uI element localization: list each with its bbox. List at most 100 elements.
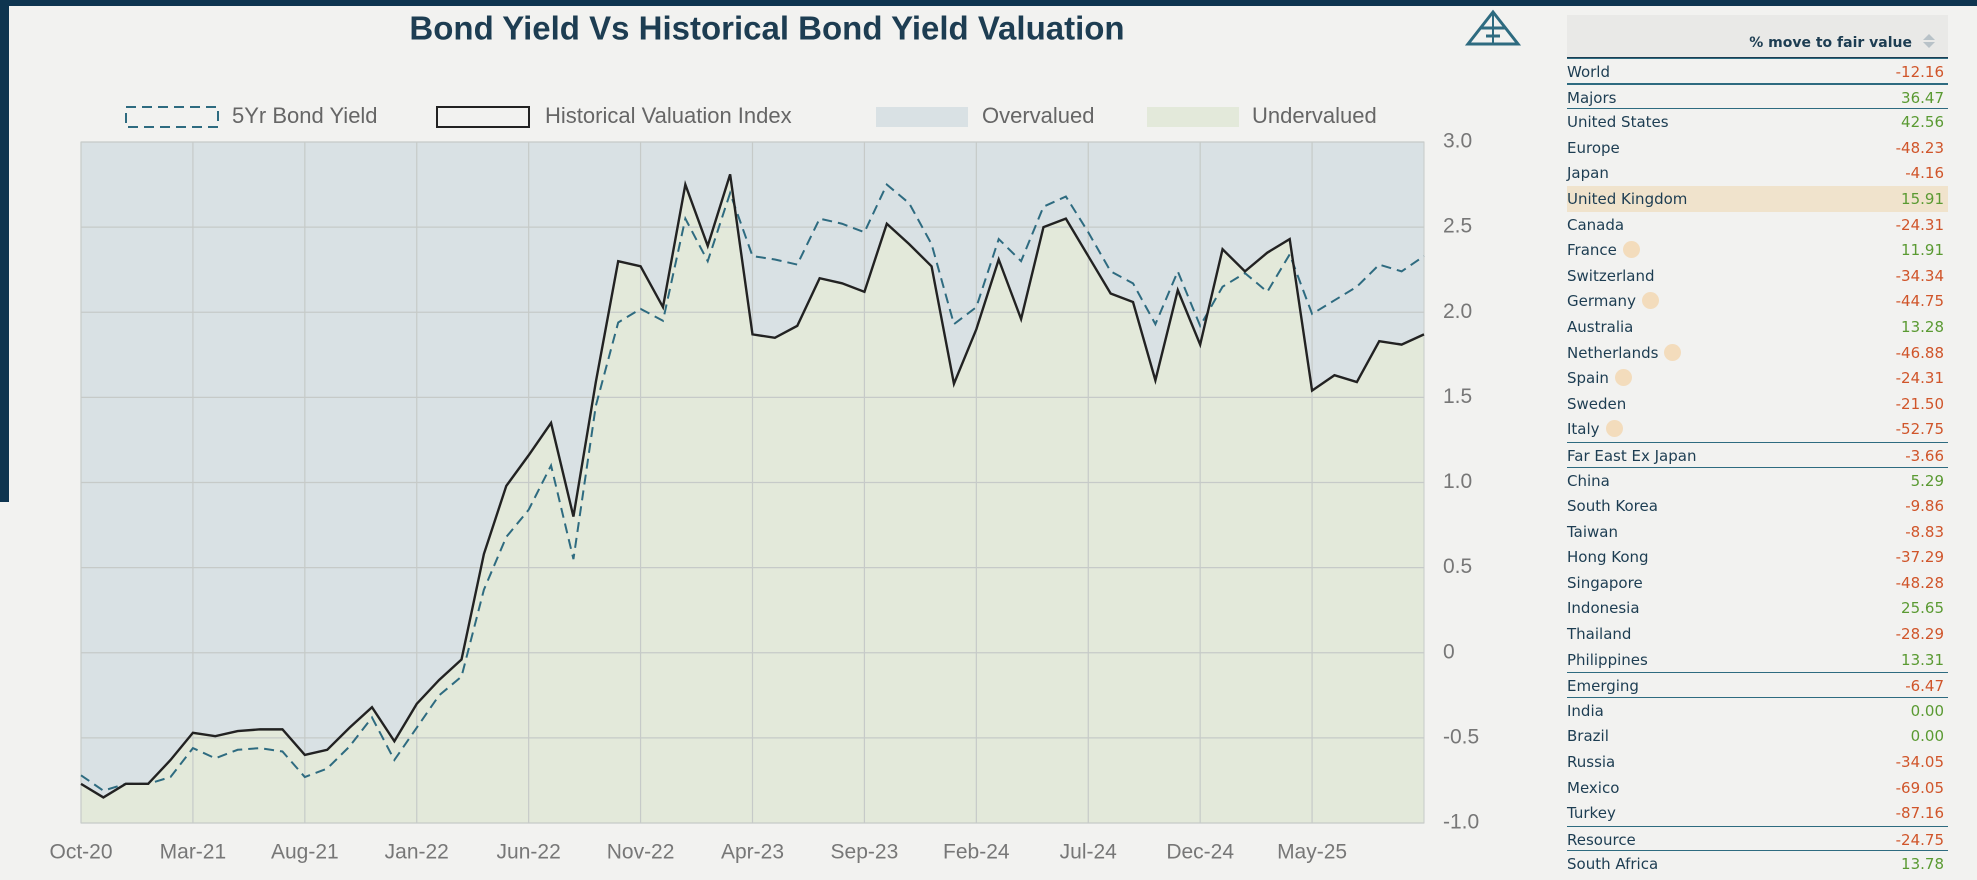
row-label-cell: Switzerland [1567, 267, 1655, 285]
table-row[interactable]: Turkey -87.16 [1567, 800, 1948, 826]
table-row[interactable]: Singapore -48.28 [1567, 570, 1948, 596]
row-value: -48.28 [1895, 573, 1944, 592]
row-value: -28.29 [1895, 625, 1944, 644]
legend-label: 5Yr Bond Yield [232, 103, 378, 128]
row-label: Resource [1567, 830, 1636, 849]
sort-icon[interactable] [1922, 34, 1936, 50]
y-tick-label: 0 [1443, 640, 1455, 663]
table-row[interactable]: Emerging -6.47 [1567, 672, 1948, 698]
table-header[interactable]: % move to fair value [1567, 15, 1948, 58]
row-label-cell: Spain [1567, 369, 1632, 387]
row-label-cell: Turkey [1567, 804, 1616, 822]
table-row[interactable]: Mexico -69.05 [1567, 775, 1948, 801]
row-value: -37.29 [1895, 548, 1944, 567]
row-value: -21.50 [1895, 394, 1944, 413]
table-row[interactable]: Europe -48.23 [1567, 135, 1948, 161]
table-row[interactable]: Philippines 13.31 [1567, 647, 1948, 673]
table-row[interactable]: Netherlands -46.88 [1567, 340, 1948, 366]
row-label-cell: South Korea [1567, 497, 1658, 515]
valuation-table: % move to fair value World -12.16 Majors 36… [1567, 15, 1948, 877]
table-row[interactable]: China 5.29 [1567, 468, 1948, 494]
row-value: -48.23 [1895, 138, 1944, 157]
row-value: -34.05 [1895, 753, 1944, 772]
row-value: -46.88 [1895, 343, 1944, 362]
table-row[interactable]: Far East Ex Japan -3.66 [1567, 441, 1948, 468]
row-label: Majors [1567, 88, 1617, 107]
table-row[interactable]: Sweden -21.50 [1567, 391, 1948, 417]
row-value: -3.66 [1905, 446, 1944, 465]
row-label: Taiwan [1567, 522, 1619, 541]
row-value: 5.29 [1910, 471, 1944, 490]
row-label: China [1567, 471, 1610, 490]
table-row[interactable]: Russia -34.05 [1567, 749, 1948, 775]
table-row[interactable]: Australia 13.28 [1567, 314, 1948, 340]
row-label: Indonesia [1567, 599, 1640, 618]
table-row[interactable]: Japan -4.16 [1567, 160, 1948, 186]
table-row[interactable]: World -12.16 [1567, 58, 1948, 84]
x-tick-label: Apr-23 [721, 841, 784, 864]
x-tick-label: Mar-21 [160, 841, 227, 864]
chart-title: Bond Yield Vs Historical Bond Yield Valu… [409, 10, 1124, 47]
row-value: -52.75 [1895, 420, 1944, 439]
euro-icon [1605, 420, 1623, 438]
row-value: 13.78 [1901, 855, 1944, 874]
row-label: India [1567, 701, 1604, 720]
legend-swatch [1147, 107, 1239, 127]
row-label-cell: Singapore [1567, 574, 1643, 592]
table-row[interactable]: Germany -44.75 [1567, 288, 1948, 314]
x-tick-label: Dec-24 [1166, 841, 1234, 864]
row-value: 15.91 [1901, 189, 1944, 208]
row-label-cell: Emerging [1567, 677, 1639, 695]
row-value: -44.75 [1895, 292, 1944, 311]
row-label-cell: Brazil [1567, 727, 1609, 745]
x-tick-label: Feb-24 [943, 841, 1010, 864]
table-row[interactable]: Hong Kong -37.29 [1567, 544, 1948, 570]
row-label: World [1567, 63, 1610, 81]
x-tick-label: May-25 [1277, 841, 1347, 864]
table-row[interactable]: Resource -24.75 [1567, 825, 1948, 852]
row-value: 11.91 [1901, 241, 1944, 260]
table-row[interactable]: Majors 36.47 [1567, 83, 1948, 110]
row-value: 13.28 [1901, 317, 1944, 336]
table-row[interactable]: Brazil 0.00 [1567, 723, 1948, 749]
row-value: -8.83 [1905, 522, 1944, 541]
row-label: Netherlands [1567, 343, 1659, 362]
table-row[interactable]: South Korea -9.86 [1567, 493, 1948, 519]
window-frame [0, 0, 9, 502]
row-label-cell: Australia [1567, 318, 1633, 336]
series-line [80, 182, 1425, 792]
table-row[interactable]: France 11.91 [1567, 237, 1948, 263]
table-row[interactable]: Taiwan -8.83 [1567, 519, 1948, 545]
table-row[interactable]: United Kingdom 15.91 [1567, 185, 1948, 212]
row-label-cell: Canada [1567, 216, 1624, 234]
row-label-cell: Sweden [1567, 395, 1626, 413]
y-tick-label: -0.5 [1443, 725, 1479, 748]
x-tick-label: Sep-23 [831, 841, 899, 864]
table-row[interactable]: Switzerland -34.34 [1567, 263, 1948, 289]
x-tick-label: Nov-22 [607, 841, 675, 864]
table-row[interactable]: Spain -24.31 [1567, 365, 1948, 391]
row-label-cell: Hong Kong [1567, 548, 1649, 566]
row-label: Australia [1567, 317, 1634, 336]
table-row[interactable]: South Africa 13.78 [1567, 851, 1948, 877]
table-row[interactable]: Canada -24.31 [1567, 212, 1948, 238]
y-tick-label: 1.5 [1443, 385, 1472, 408]
row-label: Hong Kong [1567, 548, 1649, 567]
euro-icon [1641, 292, 1659, 310]
row-label-cell: Japan [1567, 164, 1609, 182]
row-label-cell: Italy [1567, 420, 1623, 438]
table-row[interactable]: Italy -52.75 [1567, 416, 1948, 442]
row-value: -24.75 [1895, 830, 1944, 849]
table-row[interactable]: India 0.00 [1567, 698, 1948, 724]
table-row[interactable]: United States 42.56 [1567, 109, 1948, 135]
series-line [80, 173, 1425, 799]
row-label-cell: Russia [1567, 753, 1615, 771]
table-row[interactable]: Indonesia 25.65 [1567, 595, 1948, 621]
table-row[interactable]: Thailand -28.29 [1567, 621, 1948, 647]
row-label: Europe [1567, 138, 1620, 157]
legend-swatch [125, 106, 219, 128]
row-label-cell: Netherlands [1567, 343, 1682, 362]
row-label: United States [1567, 113, 1669, 132]
row-label-cell: Indonesia [1567, 599, 1640, 617]
